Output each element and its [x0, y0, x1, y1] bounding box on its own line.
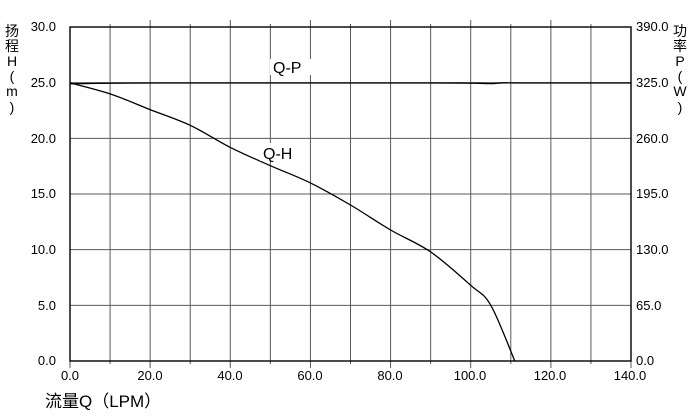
- svg-text:Q-H: Q-H: [263, 146, 292, 163]
- svg-text:Q-P: Q-P: [273, 60, 301, 77]
